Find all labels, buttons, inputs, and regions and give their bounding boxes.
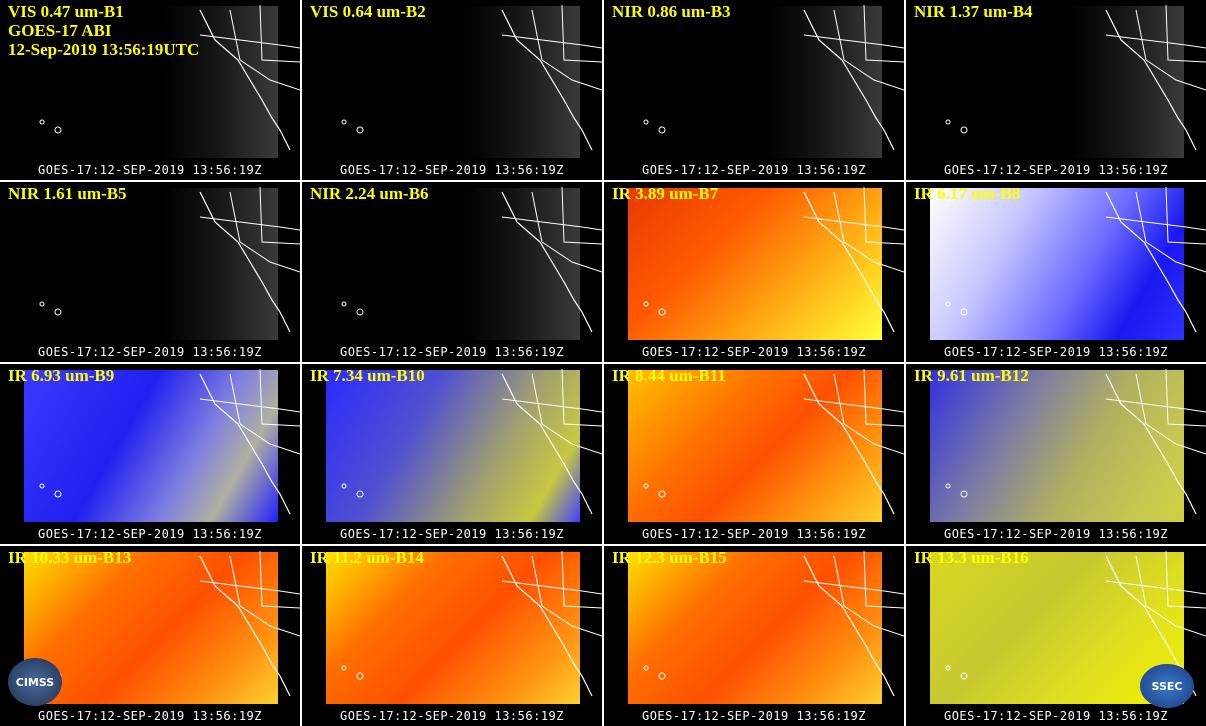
satellite-image <box>326 6 580 158</box>
satellite-image <box>628 6 882 158</box>
band-label: IR 3.89 um-B7 <box>612 184 718 203</box>
image-panel: IR 9.61 um-B12 GOES-17:12-SEP-2019 13:56:… <box>906 364 1206 544</box>
image-panel: IR 8.44 um-B11 GOES-17:12-SEP-2019 13:56:… <box>604 364 904 544</box>
timestamp: GOES-17:12-SEP-2019 13:56:19Z <box>339 709 564 723</box>
band-label: IR 12.3 um-B15 <box>612 548 727 567</box>
satellite-image <box>24 370 278 522</box>
satellite-image <box>326 188 580 340</box>
band-name: VIS 0.47 um-B1 <box>8 2 124 21</box>
band-label: IR 11.2 um-B14 <box>310 548 424 567</box>
band-name: IR 7.34 um-B10 <box>310 366 425 385</box>
image-panel: IR 6.17 um-B8 GOES-17:12-SEP-2019 13:56:1… <box>906 182 1206 362</box>
band-name: IR 12.3 um-B15 <box>612 548 727 567</box>
band-name: IR 9.61 um-B12 <box>914 366 1029 385</box>
timestamp: GOES-17:12-SEP-2019 13:56:19Z <box>339 345 564 359</box>
band-label: IR 13.3 um-B16 <box>914 548 1029 567</box>
coastline <box>945 186 1206 333</box>
band-label: VIS 0.64 um-B2 <box>310 2 426 21</box>
satellite-image <box>24 552 278 704</box>
satellite-image <box>628 552 882 704</box>
band-name: IR 13.3 um-B16 <box>914 548 1029 567</box>
coastline <box>39 186 300 333</box>
timestamp: GOES-17:12-SEP-2019 13:56:19Z <box>37 709 262 723</box>
image-panel: NIR 1.37 um-B4 GOES-17:12-SEP-2019 13:56:… <box>906 0 1206 180</box>
satellite-image <box>930 6 1184 158</box>
image-panel: IR 11.2 um-B14 GOES-17:12-SEP-2019 13:56:… <box>302 546 602 726</box>
coastline <box>341 550 602 697</box>
satellite-image <box>326 370 580 522</box>
timestamp: GOES-17:12-SEP-2019 13:56:19Z <box>641 345 866 359</box>
band-name: NIR 0.86 um-B3 <box>612 2 731 21</box>
satellite-image <box>24 6 278 158</box>
band-name: IR 8.44 um-B11 <box>612 366 726 385</box>
band-name: VIS 0.64 um-B2 <box>310 2 426 21</box>
image-panel: IR 6.93 um-B9 GOES-17:12-SEP-2019 13:56:1… <box>0 364 300 544</box>
band-name: IR 6.93 um-B9 <box>8 366 115 385</box>
image-panel: NIR 1.61 um-B5 GOES-17:12-SEP-2019 13:56:… <box>0 182 300 362</box>
timestamp: GOES-17:12-SEP-2019 13:56:19Z <box>641 527 866 541</box>
timestamp: GOES-17:12-SEP-2019 13:56:19Z <box>943 709 1168 723</box>
band-name: NIR 1.61 um-B5 <box>8 184 127 203</box>
band-name: NIR 2.24 um-B6 <box>310 184 429 203</box>
timestamp: GOES-17:12-SEP-2019 13:56:19Z <box>943 345 1168 359</box>
coastline <box>945 368 1206 515</box>
timestamp: GOES-17:12-SEP-2019 13:56:19Z <box>37 527 262 541</box>
band-label: NIR 0.86 um-B3 <box>612 2 731 21</box>
timestamp: GOES-17:12-SEP-2019 13:56:19Z <box>943 527 1168 541</box>
band-label: IR 7.34 um-B10 <box>310 366 425 385</box>
coastline <box>341 4 602 151</box>
image-panel: VIS 0.64 um-B2 GOES-17:12-SEP-2019 13:56:… <box>302 0 602 180</box>
satellite-image <box>628 188 882 340</box>
image-panel: IR 12.3 um-B15 GOES-17:12-SEP-2019 13:56:… <box>604 546 904 726</box>
band-label: NIR 2.24 um-B6 <box>310 184 429 203</box>
image-panel: IR 3.89 um-B7 GOES-17:12-SEP-2019 13:56:1… <box>604 182 904 362</box>
image-panel: NIR 2.24 um-B6 GOES-17:12-SEP-2019 13:56:… <box>302 182 602 362</box>
coastline <box>643 4 904 151</box>
coastline <box>39 550 300 697</box>
band-label: IR 6.93 um-B9 <box>8 366 114 385</box>
band-label: IR 6.17 um-B8 <box>914 184 1020 203</box>
band-label: VIS 0.47 um-B1 GOES-17 ABI 12-Sep-2019 13:… <box>8 2 199 59</box>
timestamp: GOES-17:12-SEP-2019 13:56:19Z <box>37 345 262 359</box>
band-name: NIR 1.37 um-B4 <box>914 2 1033 21</box>
timestamp: GOES-17:12-SEP-2019 13:56:19Z <box>37 163 262 177</box>
satellite-image <box>930 370 1184 522</box>
coastline <box>39 4 300 151</box>
coastline <box>945 4 1206 151</box>
coastline <box>39 368 300 515</box>
image-panel: NIR 0.86 um-B3 GOES-17:12-SEP-2019 13:56:… <box>604 0 904 180</box>
timestamp: GOES-17:12-SEP-2019 13:56:19Z <box>943 163 1168 177</box>
coastline <box>341 186 602 333</box>
satellite-image <box>24 188 278 340</box>
timestamp: GOES-17:12-SEP-2019 13:56:19Z <box>641 709 866 723</box>
band-label: IR 9.61 um-B12 <box>914 366 1029 385</box>
timestamp: GOES-17:12-SEP-2019 13:56:19Z <box>339 527 564 541</box>
image-panel: VIS 0.47 um-B1 GOES-17 ABI 12-Sep-2019 13:… <box>0 0 300 180</box>
coastline <box>643 550 904 697</box>
band-name: IR 10.33 um-B13 <box>8 548 132 567</box>
band-name: IR 6.17 um-B8 <box>914 184 1021 203</box>
header-line: GOES-17 ABI <box>8 21 112 40</box>
coastline <box>643 368 904 515</box>
band-name: IR 3.89 um-B7 <box>612 184 719 203</box>
timestamp: GOES-17:12-SEP-2019 13:56:19Z <box>641 163 866 177</box>
satellite-image <box>326 552 580 704</box>
coastline <box>643 186 904 333</box>
header-line: 12-Sep-2019 13:56:19UTC <box>8 40 200 59</box>
image-panel: IR 7.34 um-B10 GOES-17:12-SEP-2019 13:56:… <box>302 364 602 544</box>
band-name: IR 11.2 um-B14 <box>310 548 424 567</box>
satellite-image <box>628 370 882 522</box>
band-label: NIR 1.61 um-B5 <box>8 184 127 203</box>
cimss-logo: CIMSS <box>8 658 62 706</box>
band-label: IR 10.33 um-B13 <box>8 548 131 567</box>
coastline <box>341 368 602 515</box>
timestamp: GOES-17:12-SEP-2019 13:56:19Z <box>339 163 564 177</box>
satellite-image <box>930 188 1184 340</box>
band-label: NIR 1.37 um-B4 <box>914 2 1033 21</box>
band-label: IR 8.44 um-B11 <box>612 366 726 385</box>
ssec-logo: SSEC <box>1140 664 1194 708</box>
